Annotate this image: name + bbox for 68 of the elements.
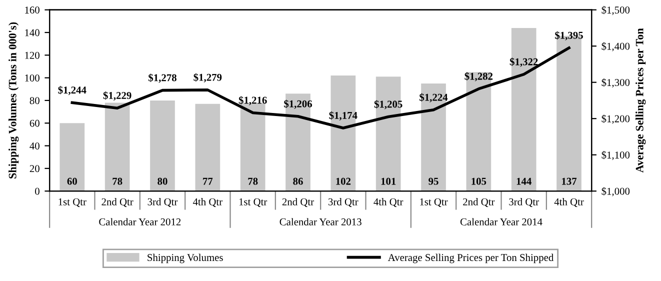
data-label: $1,174 <box>329 111 358 120</box>
legend-label: Shipping Volumes <box>148 254 223 264</box>
bar <box>511 28 536 192</box>
x-tick-label: 1st Qtr <box>239 198 268 207</box>
x-tick-label: 4th Qtr <box>192 198 222 207</box>
data-label: $1,282 <box>464 72 493 82</box>
data-label: 102 <box>336 178 351 185</box>
data-label: 78 <box>112 178 122 185</box>
bar <box>376 76 401 192</box>
y2-tick-label: $1,200 <box>602 114 630 124</box>
bar <box>195 104 220 192</box>
data-label: $1,278 <box>148 74 176 83</box>
bar <box>421 83 446 192</box>
data-label: 105 <box>472 178 486 185</box>
y-tick-label: 60 <box>30 120 40 127</box>
x-tick-label: 1st Qtr <box>420 198 448 207</box>
y-tick-label: 20 <box>30 165 40 172</box>
data-label: $1,224 <box>420 93 448 102</box>
y-tick-label: 120 <box>25 52 40 59</box>
data-label: $1,244 <box>58 86 86 96</box>
y-tick-label: 0 <box>35 188 40 195</box>
data-label: 60 <box>67 178 77 185</box>
bar <box>104 102 130 192</box>
x-tick-label: 2nd Qtr <box>102 198 134 207</box>
data-label: $1,395 <box>555 31 583 40</box>
data-label: $1,205 <box>374 100 402 110</box>
y2-tick-label: $1,500 <box>602 6 630 16</box>
y2-tick-label: $1,000 <box>602 187 630 196</box>
text: Calendar Year 2012 <box>99 218 181 226</box>
data-label: 144 <box>516 178 532 185</box>
data-label: $1,216 <box>238 96 267 106</box>
y-tick-label: 100 <box>25 74 40 82</box>
text: Calendar Year 2014 <box>460 218 542 226</box>
x-tick-label: 2nd Qtr <box>282 198 314 207</box>
y2-tick-label: $1,300 <box>602 78 630 88</box>
text: Calendar Year 2013 <box>280 218 362 226</box>
data-label: 95 <box>428 178 438 185</box>
x-tick-label: 3rd Qtr <box>509 198 539 207</box>
x-tick-label: 2nd Qtr <box>463 198 495 207</box>
y-tick-label: 80 <box>30 97 40 104</box>
bar <box>60 123 85 192</box>
bar <box>466 72 492 192</box>
y-tick-label: 40 <box>30 142 40 150</box>
data-label: $1,322 <box>510 58 538 67</box>
y2-tick-label: $1,100 <box>602 150 630 160</box>
y2-tick-label: $1,400 <box>602 42 630 52</box>
x-tick-label: 3rd Qtr <box>328 198 358 207</box>
y2-axis-title: Average Selling Prices per Ton <box>636 28 646 173</box>
data-label: $1,229 <box>103 91 132 101</box>
x-tick-label: 3rd Qtr <box>148 198 178 207</box>
x-tick-label: 4th Qtr <box>554 198 584 207</box>
data-label: 137 <box>562 178 577 185</box>
y-tick-label: 140 <box>25 29 40 36</box>
data-label: $1,206 <box>284 100 312 109</box>
legend-label: Average Selling Prices per Ton Shipped <box>388 254 554 264</box>
bar <box>286 94 310 192</box>
data-label: 80 <box>158 178 168 185</box>
data-label: 101 <box>381 178 396 185</box>
x-tick-label: 1st Qtr <box>58 198 86 207</box>
bar <box>330 76 356 192</box>
x-tick-label: 4th Qtr <box>374 198 404 207</box>
data-label: $1,279 <box>194 73 222 82</box>
data-label: 86 <box>293 178 303 185</box>
data-label: 77 <box>203 178 213 185</box>
y-axis-title: Shipping Volumes (Tons in 000's) <box>8 22 19 178</box>
bar <box>150 100 175 192</box>
y-tick-label: 160 <box>25 6 40 14</box>
data-label: 78 <box>248 178 258 185</box>
